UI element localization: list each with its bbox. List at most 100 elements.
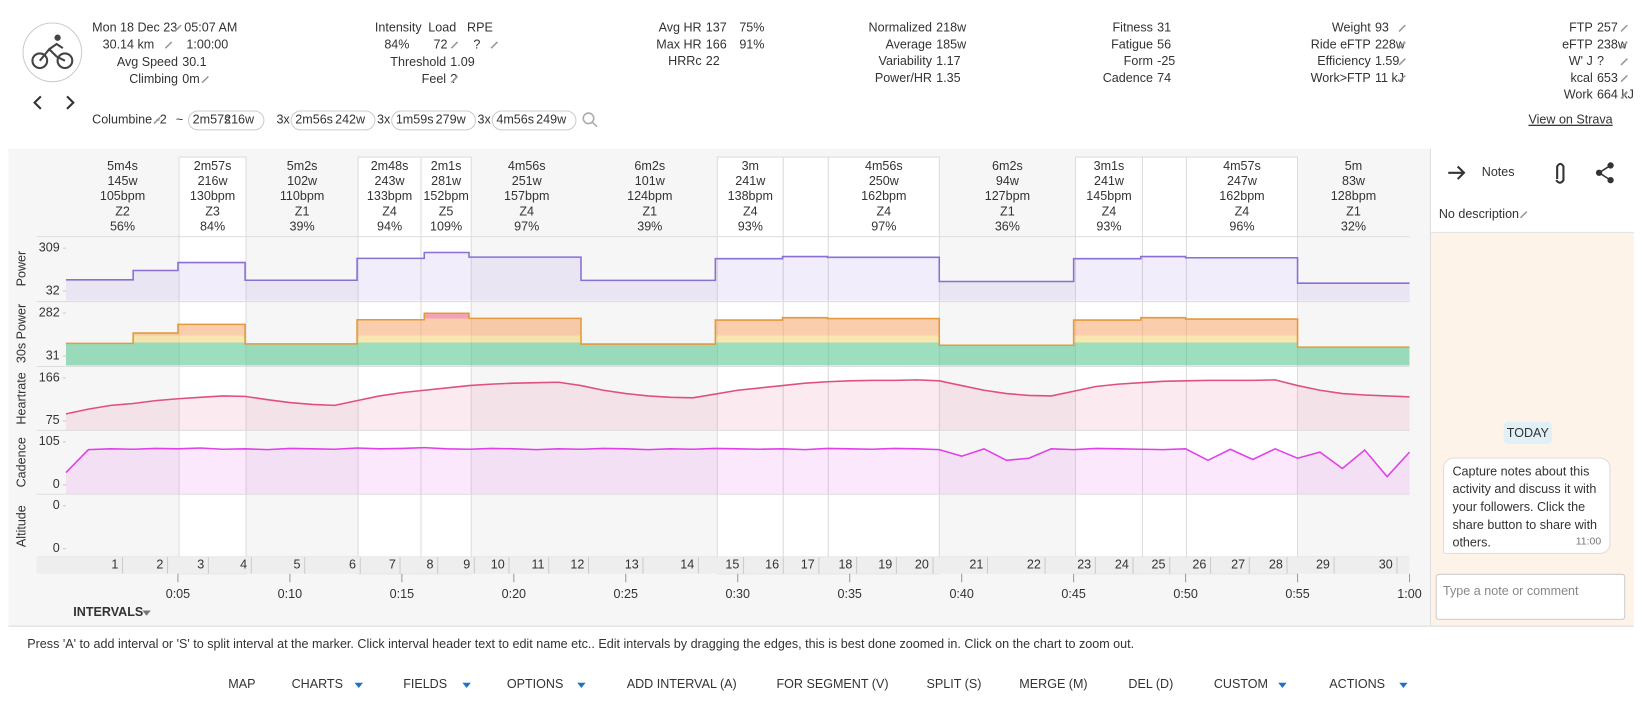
interval-percent[interactable]: 36% — [995, 220, 1020, 234]
edit-icon[interactable] — [153, 116, 161, 125]
interval-duration[interactable]: 2m1s — [431, 159, 462, 173]
edit-icon[interactable] — [1519, 210, 1528, 219]
interval-power[interactable]: 251w — [512, 174, 543, 188]
next-button[interactable] — [66, 95, 75, 110]
lap-number[interactable]: 23 — [1077, 558, 1091, 572]
lap-number[interactable]: 27 — [1231, 558, 1245, 572]
edit-icon[interactable] — [490, 41, 498, 49]
edit-icon[interactable] — [164, 41, 173, 49]
lap-number[interactable]: 5 — [294, 558, 301, 572]
edit-icon[interactable] — [1620, 41, 1628, 49]
lap-number[interactable]: 25 — [1152, 558, 1166, 572]
toolbar-button[interactable]: DEL (D) — [1128, 677, 1173, 691]
lap-number[interactable]: 7 — [389, 558, 396, 572]
lap-number[interactable]: 9 — [463, 558, 470, 572]
interval-zone[interactable]: Z3 — [205, 204, 220, 218]
lap-number[interactable]: 30 — [1379, 558, 1393, 572]
lap-number[interactable]: 14 — [680, 558, 694, 572]
interval-hr[interactable]: 124bpm — [627, 189, 672, 203]
interval-hr[interactable]: 162bpm — [1219, 189, 1264, 203]
segment-chip[interactable] — [391, 110, 476, 131]
interval-duration[interactable]: 2m48s — [371, 159, 409, 173]
toolbar-button[interactable]: CUSTOM — [1214, 677, 1268, 691]
lap-number[interactable]: 8 — [427, 558, 434, 572]
toolbar-button[interactable]: CHARTS — [292, 677, 343, 691]
interval-power[interactable]: 247w — [1227, 174, 1258, 188]
interval-zone[interactable]: Z5 — [439, 204, 454, 218]
interval-percent[interactable]: 39% — [637, 220, 662, 234]
interval-hr[interactable]: 130bpm — [190, 189, 235, 203]
lap-number[interactable]: 18 — [838, 558, 852, 572]
edit-icon[interactable] — [1398, 41, 1406, 49]
interval-percent[interactable]: 93% — [738, 220, 763, 234]
intervals-menu[interactable]: INTERVALS — [73, 605, 143, 619]
lap-number[interactable]: 4 — [240, 558, 247, 572]
interval-duration[interactable]: 4m56s — [508, 159, 546, 173]
edit-icon[interactable] — [1620, 58, 1628, 66]
interval-percent[interactable]: 32% — [1341, 220, 1366, 234]
edit-icon[interactable] — [1620, 24, 1628, 32]
toolbar-button[interactable]: FOR SEGMENT (V) — [777, 677, 889, 691]
edit-icon[interactable] — [1398, 24, 1406, 32]
lap-number[interactable]: 1 — [111, 558, 118, 572]
interval-hr[interactable]: 127bpm — [985, 189, 1030, 203]
lap-number[interactable]: 10 — [491, 558, 505, 572]
lap-number[interactable]: 28 — [1269, 558, 1283, 572]
lap-number[interactable]: 19 — [878, 558, 892, 572]
interval-power[interactable]: 241w — [1094, 174, 1125, 188]
interval-duration[interactable]: 3m — [742, 159, 759, 173]
interval-zone[interactable]: Z2 — [115, 204, 130, 218]
interval-power[interactable]: 250w — [869, 174, 900, 188]
segment-chip[interactable] — [290, 110, 376, 131]
edit-icon[interactable] — [450, 41, 459, 49]
toolbar-button[interactable]: SPLIT (S) — [927, 677, 982, 691]
interval-percent[interactable]: 97% — [871, 220, 896, 234]
interval-power[interactable]: 145w — [108, 174, 139, 188]
interval-hr[interactable]: 138bpm — [728, 189, 773, 203]
toolbar-button[interactable]: MAP — [228, 677, 255, 691]
interval-percent[interactable]: 93% — [1096, 220, 1121, 234]
interval-duration[interactable]: 5m4s — [107, 159, 138, 173]
lap-number[interactable]: 24 — [1115, 558, 1129, 572]
interval-hr[interactable]: 133bpm — [367, 189, 412, 203]
collapse-notes-button[interactable] — [1448, 165, 1466, 180]
lap-number[interactable]: 20 — [915, 558, 929, 572]
edit-icon[interactable] — [1398, 74, 1406, 83]
lap-number[interactable]: 16 — [765, 558, 779, 572]
interval-hr[interactable]: 162bpm — [861, 189, 906, 203]
interval-percent[interactable]: 56% — [110, 220, 135, 234]
interval-power[interactable]: 94w — [996, 174, 1020, 188]
interval-power[interactable]: 281w — [431, 174, 462, 188]
toolbar-button[interactable]: ADD INTERVAL (A) — [627, 677, 737, 691]
note-input[interactable]: Type a note or comment — [1435, 573, 1626, 620]
interval-power[interactable]: 83w — [1342, 174, 1366, 188]
interval-percent[interactable]: 96% — [1229, 220, 1254, 234]
lap-number[interactable]: 11 — [532, 558, 545, 572]
interval-power[interactable]: 243w — [375, 174, 406, 188]
interval-percent[interactable]: 97% — [514, 220, 539, 234]
interval-hr[interactable]: 105bpm — [100, 189, 145, 203]
toolbar-button[interactable]: ACTIONS — [1329, 677, 1385, 691]
attach-button[interactable] — [1555, 162, 1565, 184]
interval-percent[interactable]: 94% — [377, 220, 402, 234]
previous-button[interactable] — [33, 95, 42, 110]
interval-percent[interactable]: 109% — [430, 220, 462, 234]
edit-icon[interactable] — [450, 75, 459, 84]
interval-zone[interactable]: Z4 — [1102, 204, 1117, 218]
share-button[interactable] — [1595, 162, 1614, 184]
interval-zone[interactable]: Z4 — [1235, 204, 1250, 218]
interval-power[interactable]: 102w — [287, 174, 318, 188]
edit-icon[interactable] — [174, 24, 182, 32]
edit-icon[interactable] — [201, 75, 209, 84]
interval-duration[interactable]: 5m — [1345, 159, 1362, 173]
interval-duration[interactable]: 3m1s — [1094, 159, 1125, 173]
interval-hr[interactable]: 152bpm — [423, 189, 468, 203]
interval-zone[interactable]: Z1 — [1000, 204, 1015, 218]
lap-number[interactable]: 15 — [725, 558, 739, 572]
interval-power[interactable]: 216w — [198, 174, 229, 188]
lap-number[interactable]: 3 — [197, 558, 204, 572]
segment-chip[interactable] — [491, 110, 577, 131]
strava-link[interactable]: View on Strava — [1528, 113, 1612, 127]
interval-hr[interactable]: 128bpm — [1331, 189, 1376, 203]
lap-number[interactable]: 29 — [1316, 558, 1330, 572]
